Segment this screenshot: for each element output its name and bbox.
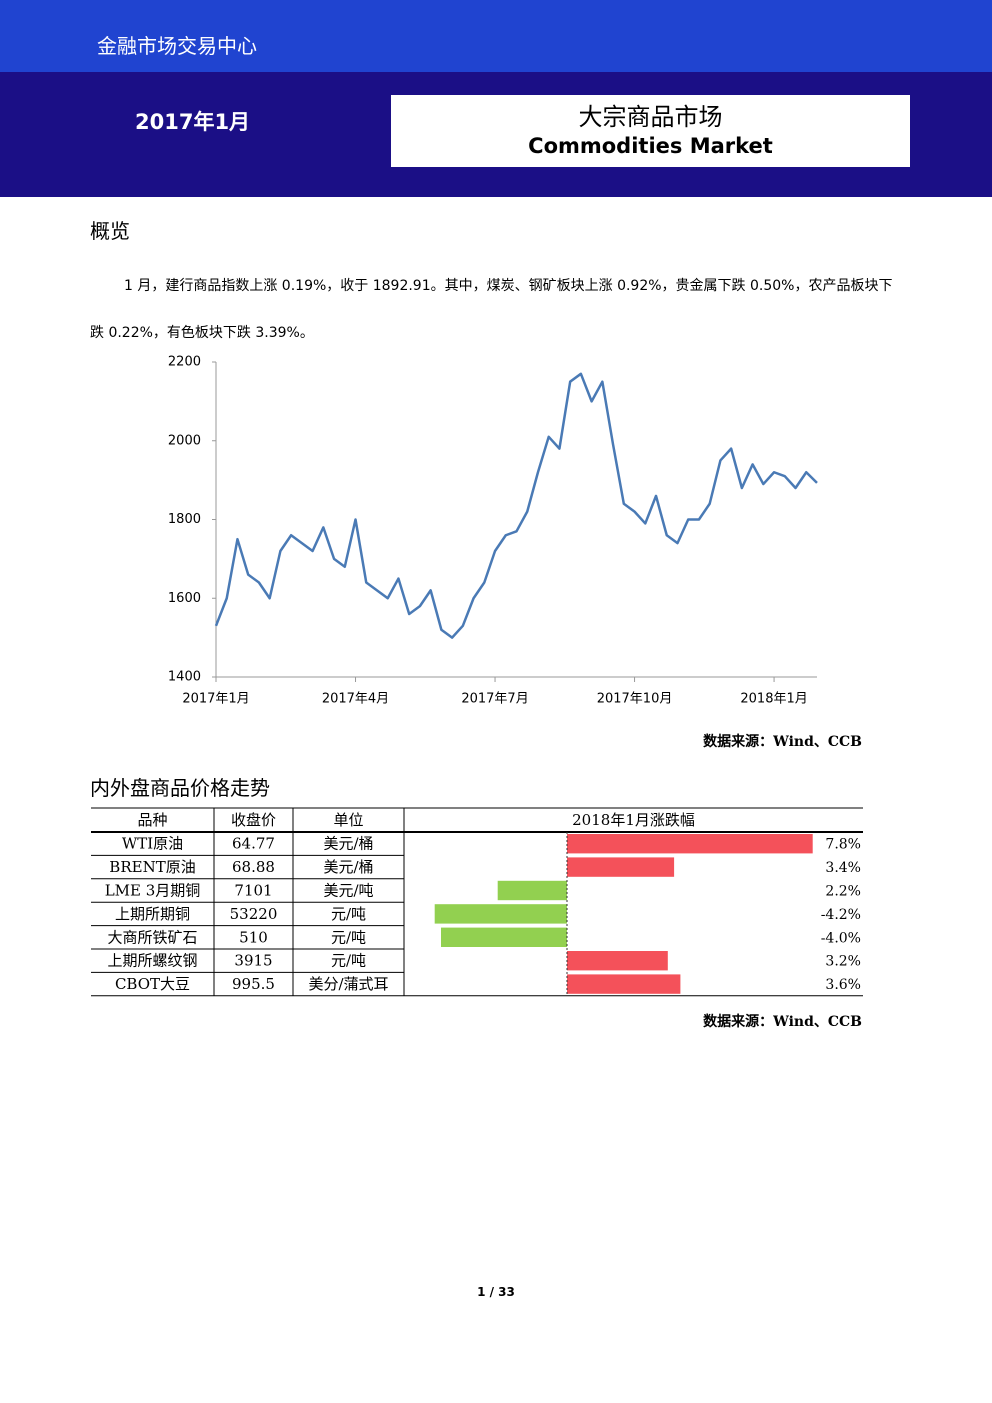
table-cell: 510 (239, 928, 268, 946)
top-bar (0, 0, 992, 72)
index-line (214, 372, 818, 639)
table-cell: 7101 (234, 882, 272, 900)
table-cell: 美元/吨 (323, 882, 373, 900)
y-tick-label: 2000 (168, 433, 201, 448)
change-bar (441, 927, 567, 947)
change-label: -4.2% (821, 907, 861, 923)
table-cell: 元/吨 (331, 952, 366, 970)
section-heading: 概览 (90, 219, 130, 243)
change-bar (567, 951, 668, 971)
org-name: 金融市场交易中心 (97, 34, 257, 58)
table-cell: 美分/蒲式耳 (308, 975, 388, 993)
x-tick-label: 2017年1月 (182, 692, 249, 707)
section-heading: 内外盘商品价格走势 (90, 776, 270, 800)
change-bar (567, 974, 681, 994)
change-label: 3.6% (825, 977, 861, 993)
table-cell: WTI原油 (122, 835, 183, 853)
table-cell: 64.77 (232, 835, 275, 853)
x-tick-label: 2017年10月 (597, 692, 673, 707)
change-label: -4.0% (821, 930, 861, 946)
column-header: 2018年1月涨跌幅 (572, 811, 695, 829)
x-tick-label: 2017年7月 (461, 692, 528, 707)
column-header: 收盘价 (231, 811, 276, 829)
title-box: 大宗商品市场 Commodities Market (391, 95, 910, 167)
change-label: 2.2% (825, 884, 861, 900)
table-cell: LME 3月期铜 (105, 882, 201, 900)
table-cell: 元/吨 (331, 905, 366, 923)
table-cell: 53220 (230, 905, 278, 923)
table-cell: 上期所螺纹钢 (107, 952, 197, 970)
source-note: 数据来源：Wind、CCB (703, 1014, 862, 1030)
y-tick-label: 1800 (168, 512, 201, 527)
change-bar (434, 904, 567, 924)
table-cell: 美元/桶 (323, 858, 373, 876)
overview-text: 1 月，建行商品指数上涨 0.19%，收于 1892.91。其中，煤炭、钢矿板块… (90, 278, 893, 341)
x-tick-label: 2018年1月 (740, 692, 807, 707)
y-tick-label: 1400 (168, 670, 201, 685)
table-cell: 大商所铁矿石 (107, 928, 197, 946)
column-header: 单位 (333, 811, 363, 829)
table-cell: CBOT大豆 (115, 975, 190, 993)
table-cell: 3915 (234, 952, 272, 970)
report-date: 2017年1月 (135, 110, 251, 134)
change-label: 7.8% (825, 837, 861, 853)
change-label: 3.2% (825, 954, 861, 970)
table-cell: 68.88 (232, 858, 275, 876)
table-cell: 995.5 (232, 975, 275, 993)
change-label: 3.4% (825, 860, 861, 876)
table-cell: 元/吨 (331, 928, 366, 946)
table-cell: 美元/桶 (323, 835, 373, 853)
change-bar (567, 857, 675, 877)
title-en: Commodities Market (528, 134, 773, 158)
y-tick-label: 1600 (168, 591, 201, 606)
source-note: 数据来源：Wind、CCB (703, 734, 862, 750)
page-number: 1 / 33 (477, 1285, 515, 1299)
table-cell: BRENT原油 (109, 858, 195, 876)
change-bar (497, 880, 567, 901)
column-header: 品种 (137, 811, 167, 829)
change-bar (567, 834, 813, 854)
x-tick-label: 2017年4月 (322, 692, 389, 707)
title-cn: 大宗商品市场 (578, 103, 723, 131)
table-cell: 上期所期铜 (115, 905, 190, 923)
